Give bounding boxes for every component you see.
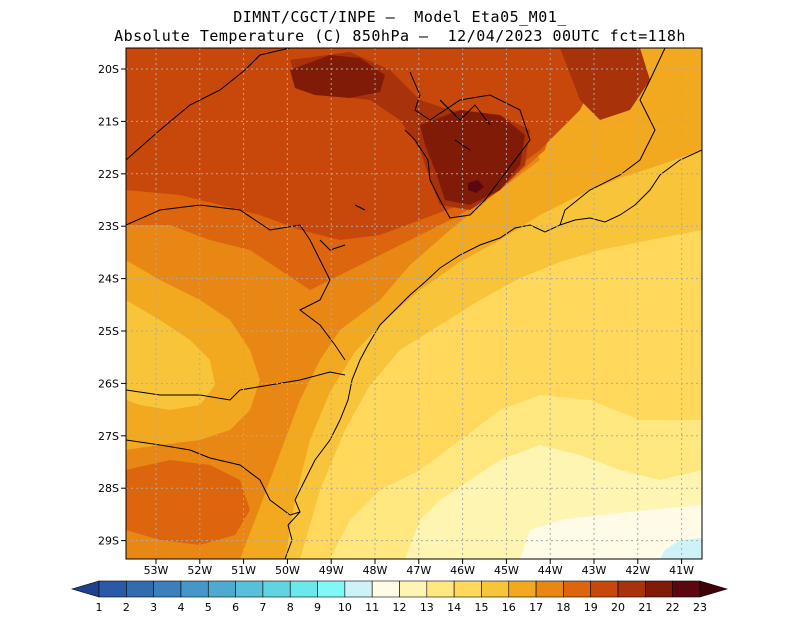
region-t16-west	[126, 300, 215, 410]
lat-label: 25S	[98, 325, 119, 338]
lat-label: 28S	[98, 482, 119, 495]
colorbar-swatch	[672, 580, 701, 598]
colorbar-label: 9	[314, 601, 321, 614]
lon-label: 53W	[144, 564, 169, 577]
lon-label: 45W	[494, 564, 519, 577]
colorbar-swatch	[617, 580, 646, 598]
colorbar-label: 18	[556, 601, 570, 614]
lon-label: 51W	[231, 564, 256, 577]
lon-label: 42W	[625, 564, 650, 577]
colorbar-swatch	[317, 580, 346, 598]
border-ms-sp	[126, 48, 291, 161]
colorbar-label: 7	[259, 601, 266, 614]
colorbar-swatch	[98, 580, 127, 598]
colorbar-swatch	[645, 580, 673, 598]
lat-label: 26S	[98, 377, 119, 390]
lat-label: 20S	[98, 63, 119, 76]
lat-label: 23S	[98, 220, 119, 233]
region-t11-ocean	[660, 538, 702, 559]
colorbar-label: 4	[177, 601, 184, 614]
lon-label: 52W	[187, 564, 212, 577]
colorbar-swatch	[563, 580, 592, 598]
title-line-1: DIMNT/CGCT/INPE – Model Eta05_M01_	[233, 8, 567, 26]
lat-label: 21S	[98, 115, 119, 128]
border-pr-sc	[126, 371, 346, 401]
colorbar-label: 8	[287, 601, 294, 614]
colorbar-swatch	[508, 580, 537, 598]
colorbar-label: 15	[474, 601, 488, 614]
graticule	[126, 48, 702, 559]
border-mg-sp	[404, 71, 531, 219]
colorbar-label: 20	[611, 601, 625, 614]
lon-label: 41W	[669, 564, 694, 577]
lat-label: 24S	[98, 273, 119, 286]
colorbar-label: 3	[150, 601, 157, 614]
longitude-labels: 53W 52W 51W 50W 49W 48W 47W 46W 45W 44W 43W 42W 41W	[144, 559, 694, 577]
region-t19-south	[126, 460, 250, 545]
colorbar-swatch	[371, 580, 400, 598]
colorbar-low-arrow	[70, 580, 100, 598]
colorbar-label: 22	[666, 601, 680, 614]
colorbar-swatch	[426, 580, 455, 598]
colorbar-labels: 1 2 3 4 5 6 7 8 9 10 11 12 13 14 15 16 17 18 19 20 21 22 23	[96, 601, 708, 614]
lat-label: 29S	[98, 535, 119, 548]
colorbar-swatch	[453, 580, 482, 598]
colorbar-label: 23	[693, 601, 707, 614]
border-sc-rs	[126, 439, 301, 516]
lat-label: 27S	[98, 430, 119, 443]
colorbar-swatch	[235, 580, 264, 598]
boundaries	[126, 48, 702, 559]
colorbar-swatch	[180, 580, 209, 598]
lon-label: 50W	[275, 564, 300, 577]
colorbar-swatch	[207, 580, 236, 598]
title-line-2: Absolute Temperature (C) 850hPa – 12/04/…	[114, 27, 686, 45]
colorbar-label: 14	[447, 601, 461, 614]
colorbar-label: 6	[232, 601, 239, 614]
map-frame	[125, 47, 703, 560]
region-t21-northeast	[560, 48, 650, 120]
lon-label: 48W	[363, 564, 388, 577]
colorbar-label: 2	[123, 601, 130, 614]
colorbar-label: 11	[365, 601, 379, 614]
lon-label: 49W	[319, 564, 344, 577]
lon-label: 46W	[450, 564, 475, 577]
colorbar-label: 5	[205, 601, 212, 614]
colorbar-swatch	[399, 580, 428, 598]
colorbar-label: 13	[420, 601, 434, 614]
colorbar-swatch	[126, 580, 154, 598]
colorbar-label: 1	[96, 601, 103, 614]
colorbar-swatch	[262, 580, 291, 598]
latitude-labels: 20S 21S 22S 23S 24S 25S 26S 27S 28S 29S	[98, 63, 126, 548]
colorbar-label: 12	[393, 601, 407, 614]
colorbar-swatch	[590, 580, 619, 598]
border-sp-rj	[559, 48, 666, 226]
colorbar-high-arrow	[699, 580, 729, 598]
colorbar-swatch	[153, 580, 182, 598]
colorbar-label: 10	[338, 601, 352, 614]
region-t22-north	[290, 55, 385, 98]
colorbar-label: 21	[638, 601, 652, 614]
region-t12-ocean	[520, 505, 702, 559]
lat-label: 22S	[98, 168, 119, 181]
colorbar-swatch	[289, 580, 318, 598]
colorbar-swatch	[535, 580, 564, 598]
region-t23-peak	[468, 180, 484, 193]
lon-label: 47W	[406, 564, 431, 577]
colorbar-label: 19	[584, 601, 598, 614]
colorbar	[70, 580, 729, 598]
lon-label: 43W	[582, 564, 607, 577]
lon-label: 44W	[538, 564, 563, 577]
border-pr	[126, 204, 346, 361]
colorbar-label: 16	[502, 601, 516, 614]
coastline	[284, 149, 702, 559]
colorbar-swatch	[481, 580, 510, 598]
temperature-field	[126, 48, 702, 559]
colorbar-swatch	[344, 580, 373, 598]
colorbar-label: 17	[529, 601, 543, 614]
